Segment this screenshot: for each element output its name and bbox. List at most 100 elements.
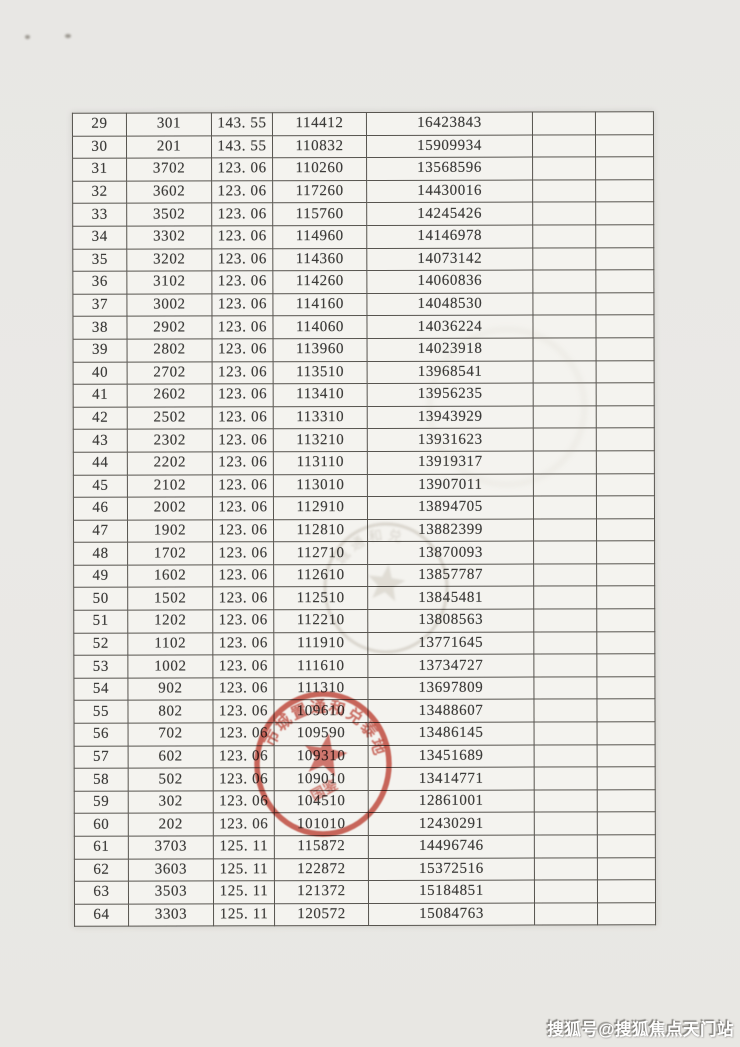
table-cell: 3502 <box>126 203 212 227</box>
ghost-star-icon <box>368 564 406 602</box>
table-cell: 113960 <box>273 338 368 362</box>
table-cell: 60 <box>74 813 129 837</box>
table-cell: 113310 <box>273 406 368 430</box>
table-cell: 2002 <box>127 496 213 520</box>
table-cell: 113010 <box>273 473 368 497</box>
table-cell: 123. 06 <box>212 519 274 543</box>
table-cell: 13734727 <box>367 654 534 678</box>
table-cell: 3202 <box>126 248 212 272</box>
svg-text:城通和兑: 城通和兑 <box>333 527 407 568</box>
table-cell: 123. 06 <box>211 180 273 204</box>
table-cell: 3102 <box>126 271 212 294</box>
table-cell <box>596 676 655 700</box>
table-cell <box>597 766 656 790</box>
table-cell <box>596 405 655 429</box>
table-cell <box>533 495 597 519</box>
table-cell: 110832 <box>272 135 367 158</box>
table-row: 30 201 143. 55 110832 15909934 <box>72 134 654 159</box>
table-cell <box>595 111 654 135</box>
table-cell: 114060 <box>272 315 368 339</box>
table-cell: 64 <box>74 903 129 927</box>
table-cell: 113510 <box>273 361 368 384</box>
table-cell: 15909934 <box>366 134 533 158</box>
table-cell: 125. 11 <box>213 835 275 859</box>
table-cell: 502 <box>128 768 214 791</box>
table-cell: 123. 06 <box>212 383 274 407</box>
table-cell: 1702 <box>127 542 213 565</box>
table-cell: 902 <box>127 677 213 701</box>
table-row: 32 3602 123. 06 117260 14430016 <box>72 179 654 204</box>
table-cell: 62 <box>74 858 129 882</box>
table-cell <box>597 834 656 858</box>
table-cell: 55 <box>73 700 129 724</box>
table-cell: 702 <box>128 722 214 746</box>
table-cell: 114160 <box>272 293 367 317</box>
table-row: 63 3503 125. 11 121372 15184851 <box>74 879 656 905</box>
table-cell: 2502 <box>127 406 213 430</box>
table-cell <box>532 134 596 158</box>
table-cell: 143. 55 <box>211 135 273 159</box>
table-cell: 1902 <box>127 519 213 543</box>
table-cell: 2802 <box>127 338 213 362</box>
table-cell: 13568596 <box>366 157 533 181</box>
table-cell <box>596 495 655 519</box>
table-cell <box>595 179 654 203</box>
table-cell: 2902 <box>126 316 213 340</box>
table-row: 45 2102 123. 06 113010 13907011 <box>73 473 655 498</box>
table-cell: 63 <box>74 881 129 905</box>
table-cell <box>533 699 598 723</box>
table-cell: 123. 06 <box>211 293 273 317</box>
table-cell: 3002 <box>126 293 212 317</box>
table-cell <box>533 676 597 700</box>
table-cell <box>534 721 598 745</box>
table-cell: 3602 <box>126 180 212 204</box>
table-cell <box>532 247 596 271</box>
table-cell: 125. 11 <box>213 858 275 882</box>
table-cell: 123. 06 <box>212 496 274 520</box>
table-cell: 123. 06 <box>211 157 273 181</box>
table-cell: 50 <box>73 587 128 611</box>
table-cell: 114412 <box>272 112 367 136</box>
table-cell: 41 <box>73 384 128 407</box>
table-cell: 45 <box>73 474 128 498</box>
table-cell: 3303 <box>128 903 214 927</box>
table-cell: 14060836 <box>366 270 533 294</box>
table-cell <box>533 586 597 610</box>
table-cell: 34 <box>72 226 127 249</box>
scan-speck <box>65 34 71 38</box>
table-cell <box>597 812 656 835</box>
table-row: 36 3102 123. 06 114260 14060836 <box>72 269 654 295</box>
red-seal-graphic: 市城置通和兑泰地 国鉴 <box>254 691 392 837</box>
table-cell: 123. 06 <box>212 542 274 565</box>
ghost-seal-stamp: 城通和兑 <box>321 520 451 656</box>
table-cell: 301 <box>126 112 212 136</box>
table-row: 34 3302 123. 06 114960 14146978 <box>72 224 654 249</box>
table-cell <box>596 518 655 542</box>
ghost-seal-arc-text: 城通和兑 <box>333 527 403 568</box>
table-cell <box>596 541 655 564</box>
table-cell: 122872 <box>274 858 369 881</box>
table-cell <box>597 857 656 881</box>
table-cell <box>532 111 596 135</box>
table-cell <box>534 902 598 926</box>
table-cell: 123. 06 <box>212 361 274 385</box>
table-cell: 58 <box>74 768 129 792</box>
table-cell: 123. 06 <box>211 248 273 272</box>
table-cell: 42 <box>73 406 128 430</box>
table-cell: 30 <box>72 135 127 159</box>
table-row: 53 1002 123. 06 111610 13734727 <box>73 653 655 679</box>
table-cell <box>596 382 655 406</box>
sohu-watermark: 搜狐号@搜狐焦点天门站 <box>547 1021 734 1039</box>
table-cell: 112910 <box>273 496 368 520</box>
table-cell <box>534 857 598 881</box>
scan-speck <box>25 35 30 39</box>
table-cell: 113210 <box>273 428 368 452</box>
table-cell: 123. 06 <box>211 203 273 226</box>
table-cell: 52 <box>73 632 128 656</box>
table-cell: 113110 <box>273 451 368 475</box>
table-row: 35 3202 123. 06 114360 14073142 <box>72 247 654 272</box>
table-cell: 123. 06 <box>212 587 274 610</box>
table-cell: 59 <box>74 790 129 814</box>
table-cell: 14146978 <box>366 225 533 249</box>
